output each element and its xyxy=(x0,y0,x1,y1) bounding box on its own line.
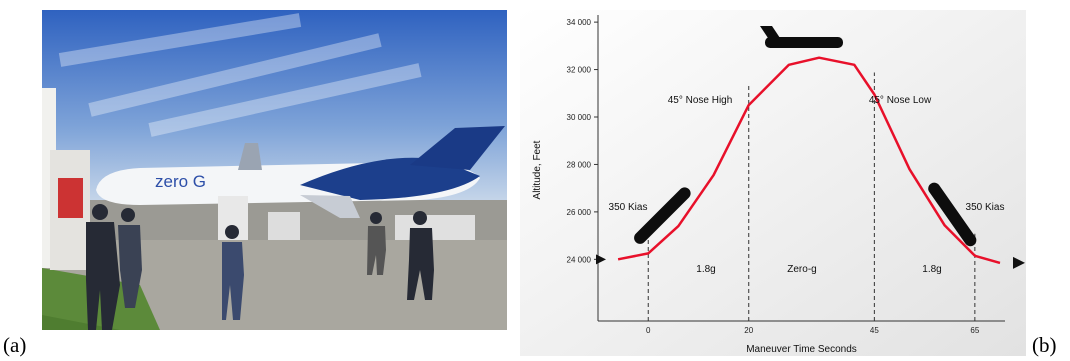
chart-panel xyxy=(520,10,1026,356)
photo: zero G xyxy=(42,10,507,330)
y-axis-label: Altitude, Feet xyxy=(532,140,543,199)
annotation: Zero-g xyxy=(787,264,816,275)
y-tick-label: 34 000 xyxy=(567,18,592,27)
annotation: 1.8g xyxy=(922,264,941,275)
y-tick-label: 24 000 xyxy=(567,255,592,264)
annotation: 45° Nose Low xyxy=(869,95,932,106)
annotation: 1.8g xyxy=(696,264,715,275)
annotation: 45° Nose High xyxy=(668,95,733,106)
y-tick-label: 32 000 xyxy=(567,66,592,75)
y-tick-label: 26 000 xyxy=(567,208,592,217)
x-tick-label: 20 xyxy=(744,326,753,335)
x-axis-label: Maneuver Time Seconds xyxy=(746,344,857,355)
x-tick-label: 65 xyxy=(970,326,979,335)
y-tick-label: 30 000 xyxy=(567,113,592,122)
annotation: 350 Kias xyxy=(966,202,1005,213)
figure: zero G (a) 24 000 26 000 28 000 30 000 32 00… xyxy=(0,0,1070,361)
annotation: 350 Kias xyxy=(609,202,648,213)
y-tick-label: 28 000 xyxy=(567,160,592,169)
x-tick-label: 0 xyxy=(646,326,651,335)
x-tick-label: 45 xyxy=(870,326,879,335)
panel-label: (b) xyxy=(1032,333,1057,357)
aircraft-text: zero G xyxy=(155,172,206,191)
panel-label: (a) xyxy=(3,333,26,357)
